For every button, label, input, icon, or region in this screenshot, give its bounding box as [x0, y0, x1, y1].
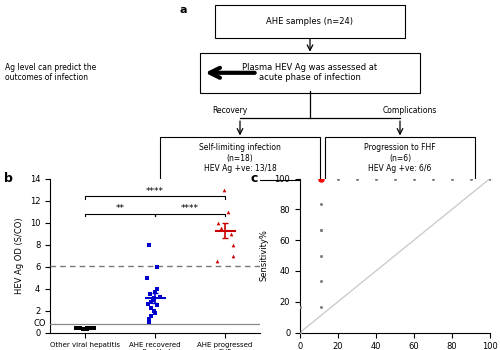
- Point: [153, 264, 161, 269]
- Text: Self-limiting infection
(n=18)
HEV Ag +ve: 13/18: Self-limiting infection (n=18) HEV Ag +v…: [199, 144, 281, 173]
- Point: [218, 225, 226, 231]
- Point: [148, 313, 156, 319]
- Point: [88, 325, 96, 331]
- Point: [147, 306, 155, 311]
- Text: AHE samples (n=24): AHE samples (n=24): [266, 18, 354, 26]
- Point: [85, 326, 93, 331]
- Point: [152, 289, 160, 295]
- Text: Recovery: Recovery: [212, 106, 248, 115]
- Point: [145, 316, 153, 322]
- Point: [89, 325, 97, 331]
- Point: [224, 209, 232, 214]
- Point: [72, 326, 80, 331]
- Text: Complications: Complications: [383, 106, 437, 115]
- Text: ****: ****: [146, 187, 164, 196]
- Point: [150, 296, 158, 301]
- Text: **: **: [116, 204, 124, 213]
- Point: [213, 258, 221, 264]
- Text: b: b: [4, 172, 12, 186]
- FancyBboxPatch shape: [325, 136, 475, 180]
- Text: c: c: [250, 172, 258, 186]
- Y-axis label: HEV Ag OD (S/CO): HEV Ag OD (S/CO): [15, 217, 24, 294]
- Point: [74, 326, 82, 331]
- Y-axis label: Sensitivity%: Sensitivity%: [260, 230, 269, 281]
- FancyBboxPatch shape: [215, 6, 405, 38]
- Text: a: a: [180, 6, 188, 15]
- FancyBboxPatch shape: [200, 53, 420, 93]
- Point: [74, 325, 82, 331]
- Text: Progression to FHF
(n=6)
HEV Ag +ve: 6/6: Progression to FHF (n=6) HEV Ag +ve: 6/6: [364, 144, 436, 173]
- Point: [83, 326, 91, 331]
- Text: Ag level can predict the
outcomes of infection: Ag level can predict the outcomes of inf…: [5, 63, 96, 83]
- Point: [146, 291, 154, 297]
- Point: [144, 301, 152, 307]
- Point: [317, 176, 325, 181]
- Point: [145, 242, 153, 247]
- Point: [85, 325, 93, 330]
- Point: [73, 325, 81, 330]
- Text: CO: CO: [34, 319, 46, 328]
- Point: [90, 325, 98, 331]
- Point: [229, 253, 237, 258]
- Point: [87, 326, 95, 331]
- Point: [152, 286, 160, 291]
- Point: [156, 294, 164, 300]
- Point: [148, 297, 156, 302]
- Point: [150, 308, 158, 313]
- Text: Plasma HEV Ag was assessed at
acute phase of infection: Plasma HEV Ag was assessed at acute phas…: [242, 63, 378, 83]
- Point: [220, 187, 228, 192]
- Point: [153, 302, 161, 308]
- Point: [145, 319, 153, 324]
- FancyBboxPatch shape: [160, 136, 320, 180]
- Text: ****: ****: [181, 204, 199, 213]
- Point: [226, 231, 234, 236]
- Point: [78, 326, 86, 331]
- Point: [152, 310, 160, 315]
- Point: [214, 220, 222, 225]
- Point: [230, 242, 237, 247]
- Point: [142, 275, 150, 280]
- Point: [76, 325, 84, 331]
- Point: [83, 325, 91, 330]
- Point: [147, 299, 155, 304]
